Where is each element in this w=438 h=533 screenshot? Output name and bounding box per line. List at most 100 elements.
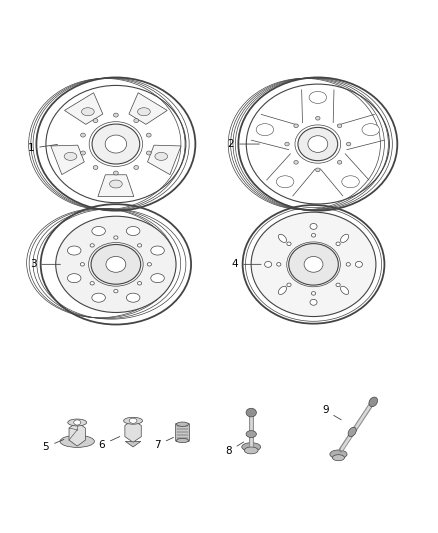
Ellipse shape [155, 152, 168, 160]
Text: 4: 4 [232, 260, 261, 269]
Ellipse shape [177, 438, 188, 443]
Ellipse shape [127, 227, 140, 236]
Ellipse shape [138, 281, 141, 285]
Text: 7: 7 [154, 438, 173, 450]
Ellipse shape [92, 293, 106, 302]
Ellipse shape [110, 180, 122, 188]
Ellipse shape [81, 133, 85, 137]
Ellipse shape [289, 244, 338, 285]
Ellipse shape [304, 256, 323, 272]
Ellipse shape [256, 124, 274, 135]
Ellipse shape [287, 283, 291, 287]
Ellipse shape [308, 136, 328, 152]
Ellipse shape [298, 127, 338, 160]
Ellipse shape [279, 235, 286, 243]
Ellipse shape [67, 246, 81, 255]
Text: 2: 2 [227, 139, 259, 149]
Ellipse shape [67, 273, 81, 282]
Ellipse shape [276, 176, 294, 188]
Ellipse shape [146, 151, 151, 155]
Ellipse shape [81, 151, 85, 155]
Ellipse shape [92, 227, 106, 236]
Ellipse shape [310, 300, 317, 305]
Ellipse shape [81, 108, 94, 116]
Ellipse shape [355, 261, 362, 268]
Polygon shape [64, 93, 103, 124]
Ellipse shape [348, 427, 356, 437]
Ellipse shape [56, 216, 176, 312]
Ellipse shape [336, 242, 340, 246]
Ellipse shape [134, 119, 138, 123]
Ellipse shape [285, 142, 289, 146]
Ellipse shape [311, 292, 316, 295]
Ellipse shape [74, 420, 81, 425]
Ellipse shape [309, 92, 327, 103]
Ellipse shape [337, 160, 342, 164]
Ellipse shape [134, 165, 138, 169]
Text: 9: 9 [322, 406, 341, 420]
Ellipse shape [129, 418, 137, 423]
Polygon shape [69, 422, 85, 446]
Polygon shape [51, 145, 84, 175]
Ellipse shape [114, 289, 118, 293]
Polygon shape [148, 145, 181, 175]
Ellipse shape [91, 245, 141, 284]
Polygon shape [125, 420, 141, 442]
Text: 6: 6 [99, 437, 120, 450]
Ellipse shape [147, 263, 152, 266]
Ellipse shape [294, 160, 298, 164]
Ellipse shape [151, 273, 164, 282]
Ellipse shape [346, 263, 350, 266]
Ellipse shape [346, 142, 351, 146]
Ellipse shape [244, 447, 258, 454]
Ellipse shape [124, 417, 142, 424]
Ellipse shape [90, 281, 94, 285]
Ellipse shape [106, 256, 126, 272]
Ellipse shape [265, 261, 272, 268]
FancyBboxPatch shape [176, 423, 189, 441]
Ellipse shape [93, 165, 98, 169]
Ellipse shape [68, 419, 87, 426]
Text: 1: 1 [28, 143, 57, 154]
Ellipse shape [93, 119, 98, 123]
Ellipse shape [251, 212, 376, 317]
Text: 8: 8 [225, 442, 244, 456]
Ellipse shape [92, 124, 140, 164]
Ellipse shape [294, 124, 298, 128]
Ellipse shape [80, 263, 85, 266]
Text: 5: 5 [42, 439, 64, 452]
Polygon shape [98, 175, 134, 197]
Ellipse shape [340, 235, 349, 243]
Ellipse shape [362, 124, 379, 135]
Ellipse shape [336, 283, 340, 287]
Ellipse shape [60, 435, 95, 447]
Text: 3: 3 [30, 260, 60, 269]
Ellipse shape [316, 116, 320, 120]
Ellipse shape [246, 408, 256, 417]
Ellipse shape [242, 443, 261, 451]
Ellipse shape [113, 113, 118, 117]
Ellipse shape [277, 263, 281, 266]
Ellipse shape [113, 171, 118, 175]
Ellipse shape [369, 397, 378, 407]
Ellipse shape [332, 455, 344, 461]
Ellipse shape [127, 293, 140, 302]
Ellipse shape [340, 286, 349, 294]
Ellipse shape [138, 244, 141, 247]
Ellipse shape [342, 176, 359, 188]
Ellipse shape [146, 133, 151, 137]
Ellipse shape [287, 242, 291, 246]
Ellipse shape [311, 233, 316, 237]
Ellipse shape [90, 244, 94, 247]
Ellipse shape [310, 223, 317, 229]
Ellipse shape [105, 135, 127, 153]
Ellipse shape [316, 168, 320, 172]
Polygon shape [129, 93, 167, 124]
Ellipse shape [151, 246, 164, 255]
Ellipse shape [114, 236, 118, 239]
Ellipse shape [279, 286, 286, 294]
Ellipse shape [330, 450, 347, 458]
Ellipse shape [177, 422, 188, 426]
Ellipse shape [246, 431, 256, 438]
Ellipse shape [337, 124, 342, 128]
